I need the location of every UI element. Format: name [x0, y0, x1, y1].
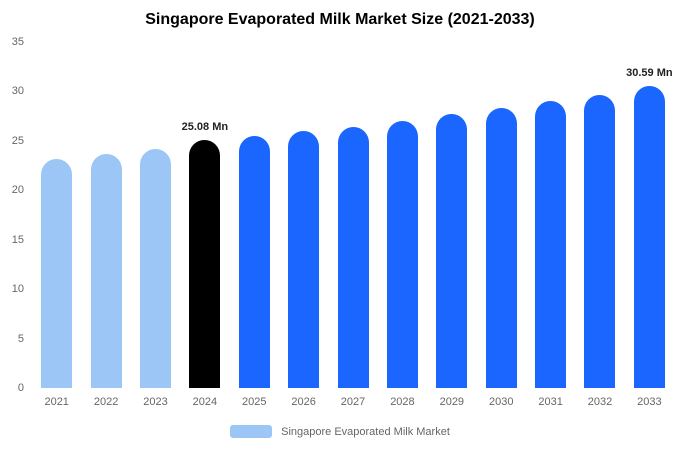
- bar[interactable]: [41, 158, 73, 388]
- x-axis-label: 2023: [143, 396, 168, 408]
- y-tick-label: 15: [11, 233, 24, 246]
- x-axis-label: 2030: [488, 396, 514, 408]
- x-axis-label: 2029: [439, 396, 465, 408]
- bar-group: 30.59 Mn: [625, 42, 674, 388]
- bar-group: [32, 42, 81, 388]
- bar[interactable]: [337, 126, 369, 388]
- x-axis-label: 2022: [93, 396, 119, 408]
- bar[interactable]: [485, 108, 517, 388]
- bar[interactable]: [633, 85, 665, 388]
- y-tick-label: 35: [11, 36, 24, 48]
- y-axis: 0 5 10 15 20 25 30 35: [0, 36, 26, 394]
- bar-group: [81, 42, 130, 388]
- y-tick-label: 25: [11, 134, 24, 147]
- x-axis-label: 2033: [637, 396, 662, 408]
- bar[interactable]: [238, 136, 270, 388]
- bar[interactable]: [386, 120, 418, 388]
- bar[interactable]: [436, 114, 468, 388]
- bar-group: [526, 42, 575, 388]
- x-axis-label: 2027: [340, 396, 366, 408]
- bar[interactable]: [288, 131, 320, 388]
- bar-group: [230, 42, 279, 388]
- x-axis-label: 2024: [192, 396, 218, 408]
- bar-group: [131, 42, 180, 388]
- y-tick-label: 0: [17, 382, 24, 394]
- legend[interactable]: Singapore Evaporated Milk Market: [0, 425, 680, 438]
- bar-group: [427, 42, 476, 388]
- x-axis: 2021 2022 2023 2024 2025 2026 2027 2028 2029 2030…: [32, 396, 674, 408]
- bar[interactable]: [90, 154, 122, 388]
- chart-title: Singapore Evaporated Milk Market Size (2…: [145, 11, 535, 28]
- bar[interactable]: [139, 148, 171, 388]
- bar-value-label: 25.08 Mn: [181, 121, 229, 134]
- legend-swatch: [230, 425, 273, 438]
- x-axis-label: 2032: [587, 396, 613, 408]
- bar-group: [575, 42, 624, 388]
- plot-area: 25.08 Mn 30.59 Mn: [32, 42, 674, 388]
- bar[interactable]: [584, 94, 616, 388]
- legend-label: Singapore Evaporated Milk Market: [281, 425, 450, 438]
- x-axis-label: 2031: [538, 396, 563, 408]
- x-axis-label: 2026: [291, 396, 316, 408]
- bar-group: [328, 42, 377, 388]
- bar[interactable]: [535, 101, 567, 388]
- y-tick-label: 5: [17, 332, 24, 345]
- bar-group: [477, 42, 526, 388]
- x-axis-label: 2025: [242, 396, 267, 408]
- x-axis-label: 2028: [390, 396, 415, 408]
- bar-group: [378, 42, 427, 388]
- y-tick-label: 10: [11, 283, 24, 296]
- x-axis-label: 2021: [44, 396, 69, 408]
- bar[interactable]: [189, 140, 221, 388]
- bar-group: [279, 42, 328, 388]
- y-tick-label: 20: [11, 184, 24, 197]
- bar-value-label: 30.59 Mn: [626, 66, 673, 79]
- y-tick-label: 30: [11, 85, 24, 98]
- bar-group: 25.08 Mn: [180, 42, 229, 388]
